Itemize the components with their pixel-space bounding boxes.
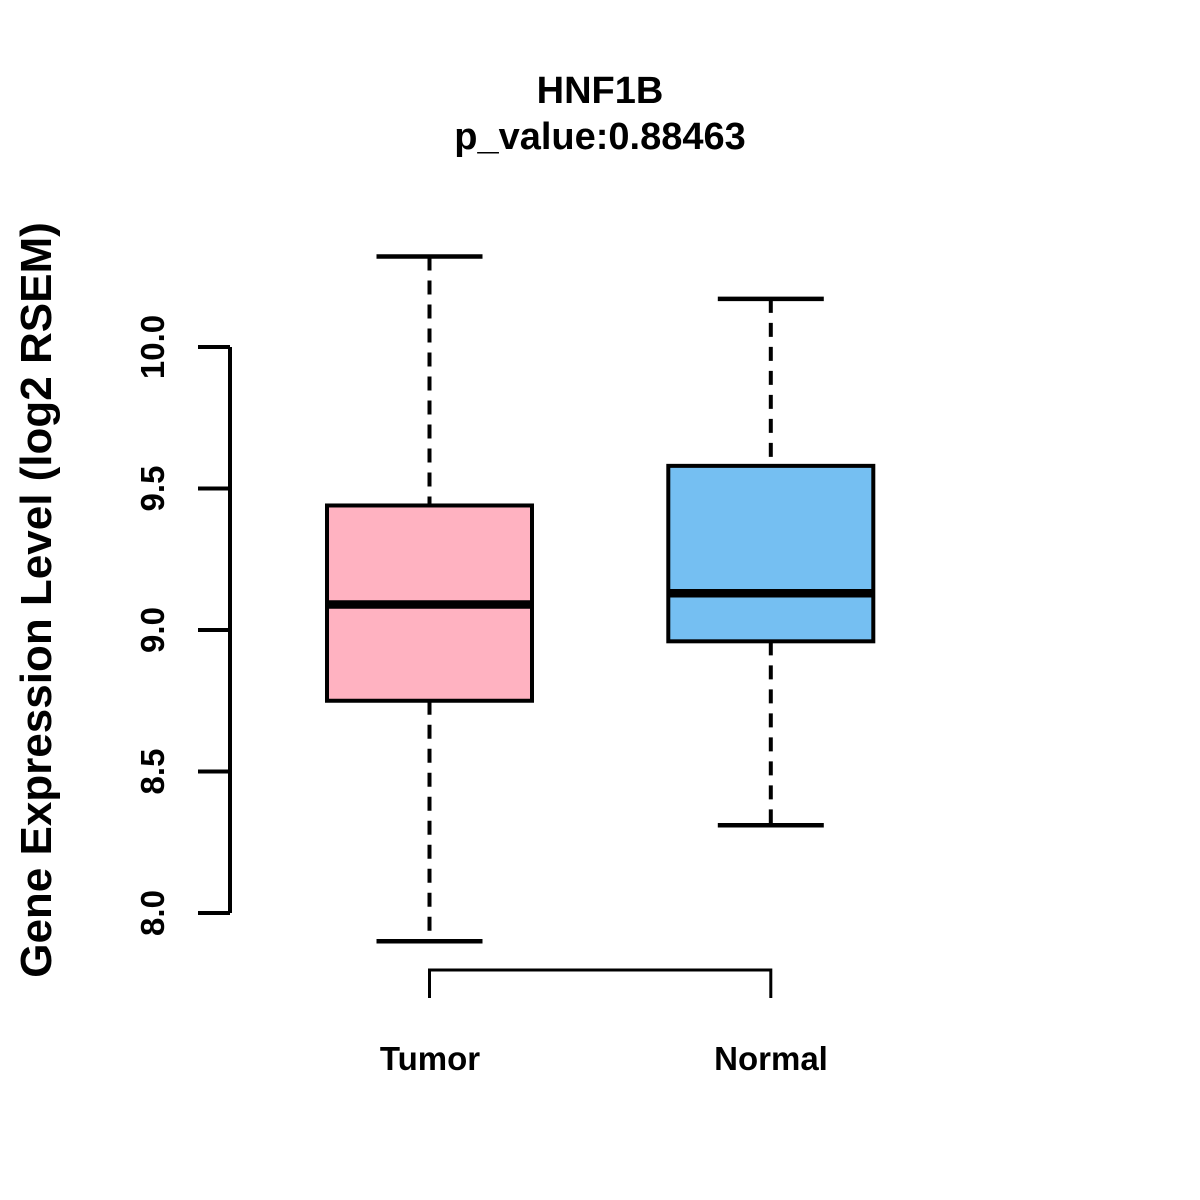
- x-category-label-tumor: Tumor: [379, 1040, 481, 1077]
- chart-subtitle: p_value:0.88463: [454, 116, 746, 158]
- chart-title: HNF1B: [536, 70, 664, 112]
- y-tick-label: 9.0: [134, 607, 171, 653]
- x-category-label-normal: Normal: [714, 1040, 828, 1077]
- y-tick-label: 10.0: [134, 315, 171, 379]
- iqr-box-normal: [666, 463, 876, 644]
- y-tick-label: 8.5: [134, 749, 171, 795]
- y-tick-label: 8.0: [134, 890, 171, 936]
- y-tick-label: 9.5: [134, 466, 171, 512]
- comparison-bracket: [428, 968, 773, 998]
